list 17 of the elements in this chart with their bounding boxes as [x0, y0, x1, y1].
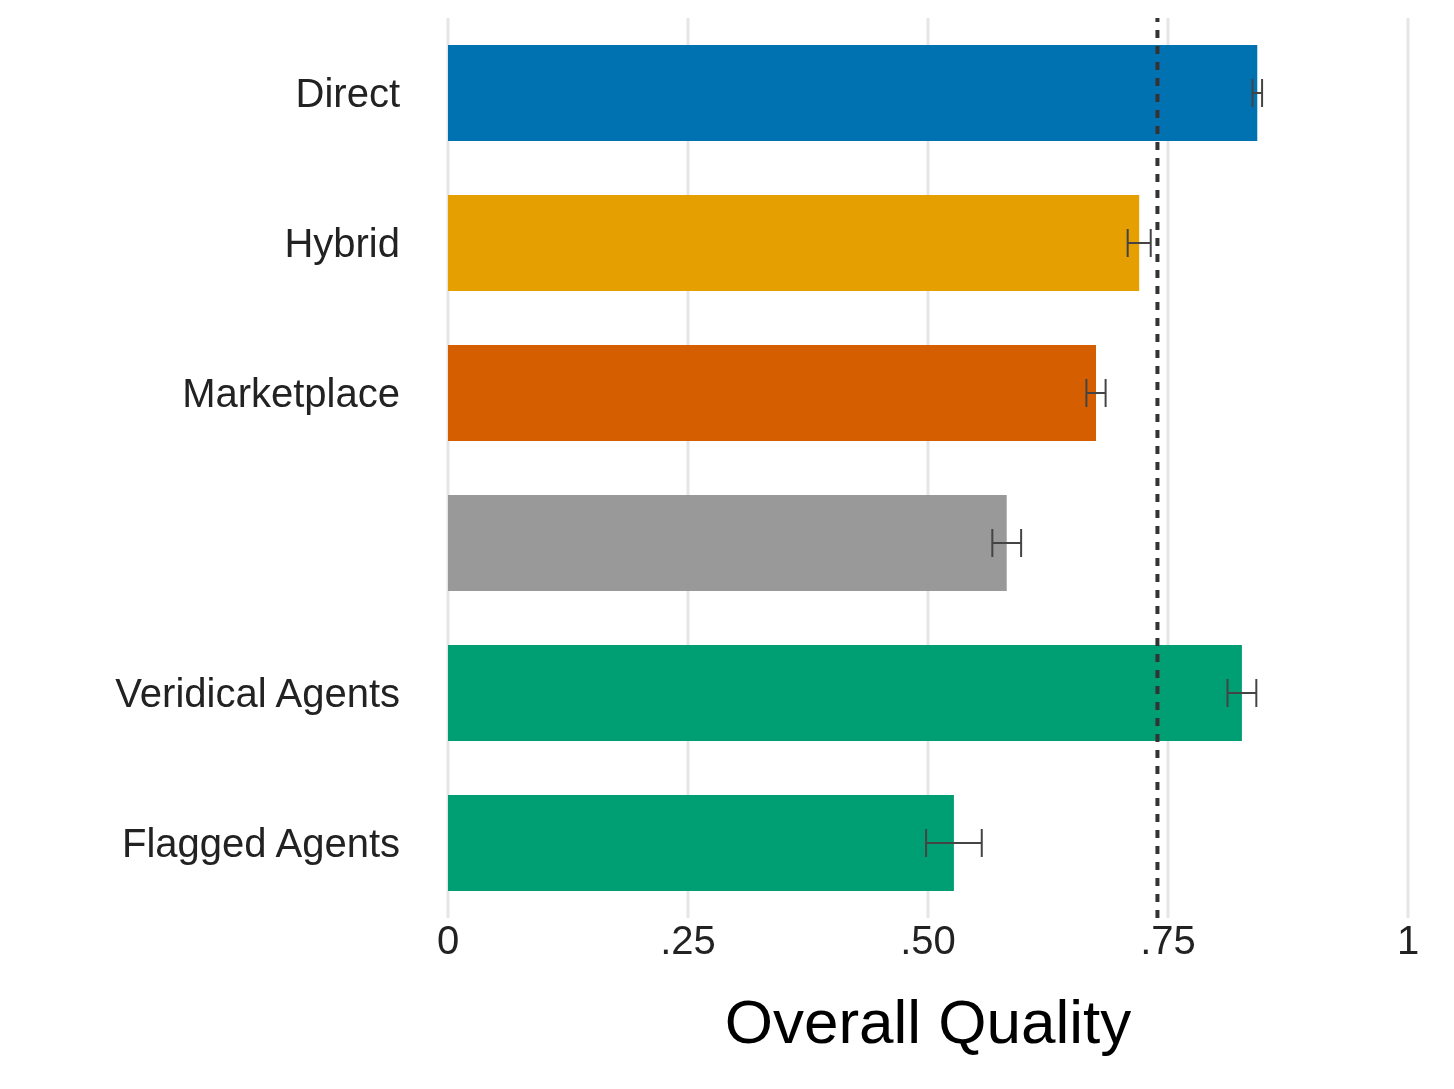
x-tick-label: .50: [900, 918, 956, 963]
y-tick-label: Hybrid: [284, 221, 400, 266]
y-tick-label: Direct: [295, 71, 400, 116]
x-axis-title: Overall Quality: [724, 987, 1132, 1056]
bar: [448, 345, 1096, 441]
bar: [448, 495, 1007, 591]
x-tick-label: .75: [1140, 918, 1196, 963]
x-tick-label: 0: [436, 918, 460, 963]
x-tick-label: .25: [660, 918, 716, 963]
bar: [448, 195, 1140, 291]
bar: [448, 45, 1258, 141]
x-tick-label: 1: [1396, 918, 1420, 963]
y-tick-label: Marketplace: [182, 371, 400, 416]
y-tick-label: Veridical Agents: [115, 671, 400, 716]
bar: [448, 795, 954, 891]
bar: [448, 645, 1242, 741]
y-tick-label: Flagged Agents: [122, 821, 400, 866]
